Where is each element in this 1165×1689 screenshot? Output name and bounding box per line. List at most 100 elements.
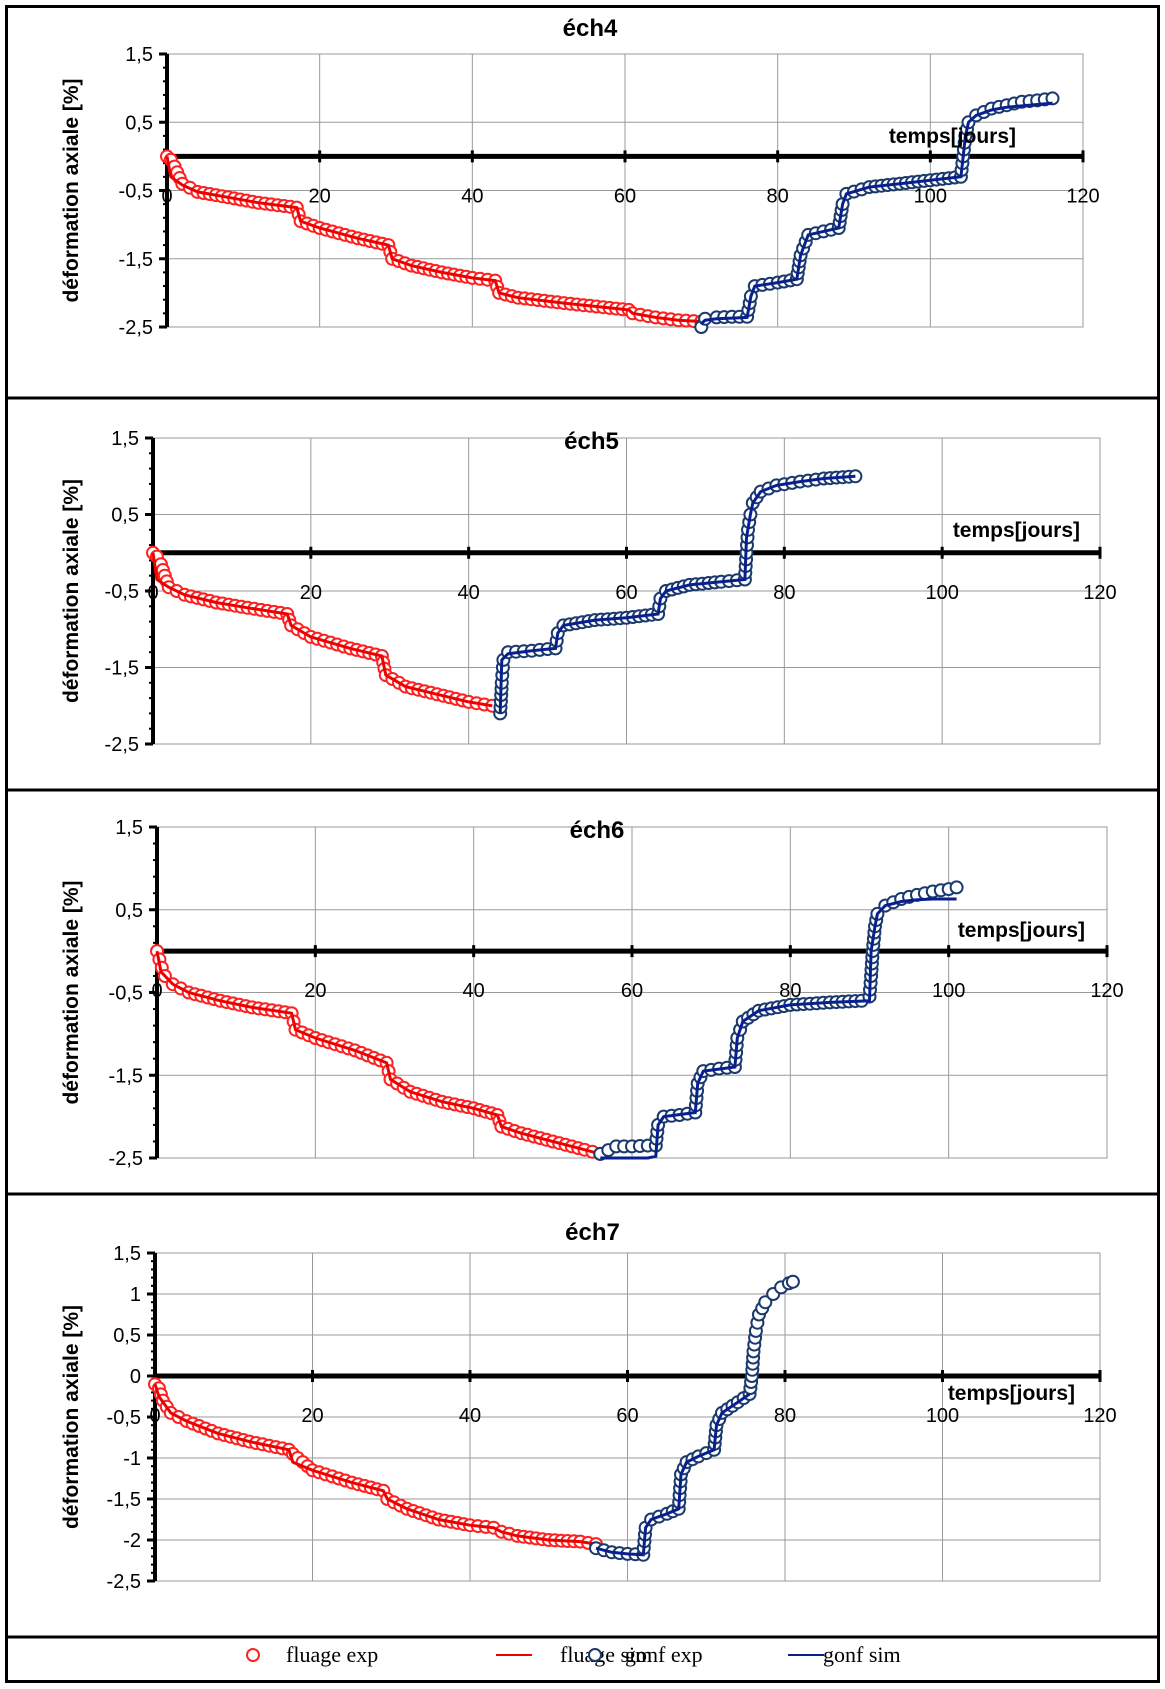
y-tick-label: -0,5 (119, 181, 153, 203)
x-tick-label: 20 (304, 980, 326, 1002)
legend-label: fluage exp (286, 1642, 378, 1667)
x-tick-label: 120 (1090, 980, 1123, 1002)
x-axis-label: temps[jours] (958, 919, 1085, 942)
x-tick-label: 40 (463, 980, 485, 1002)
x-tick-label: 20 (309, 185, 331, 207)
series-fluage_sim (151, 552, 493, 708)
x-axis-label: temps[jours] (948, 1382, 1075, 1405)
y-tick-label: -2,5 (105, 734, 139, 756)
x-tick-label: 0 (149, 1405, 160, 1427)
data-point-gonf_exp (758, 1295, 773, 1310)
series-fluage_sim (165, 156, 702, 323)
x-axis-label: temps[jours] (889, 125, 1016, 148)
legend-item-gonf_sim: gonf sim (788, 1642, 901, 1667)
series-line-fluage_sim (155, 950, 601, 1156)
series-fluage_sim (153, 1383, 597, 1546)
series-line-gonf_sim (595, 1392, 751, 1557)
x-axis-label: temps[jours] (953, 519, 1080, 542)
x-tick-label: 40 (458, 582, 480, 604)
series-gonf_sim (600, 897, 957, 1160)
y-tick-label: 1,5 (115, 817, 143, 839)
series-fluage_sim (155, 950, 601, 1156)
chart-panels: 1,50,5-0,5-1,5-2,50 20 40 60 80 100 120éch4tem… (60, 15, 1124, 1593)
legend-marker-circle (588, 1648, 602, 1662)
legend-label: fluage sim (560, 1642, 652, 1667)
y-axis-label: déformation axiale [%] (60, 78, 83, 302)
y-tick-label: -0,5 (105, 581, 139, 603)
y-tick-label: 1,5 (113, 1243, 141, 1265)
chart-panel-éch4: 1,5 0,5 -0,5 -1,5 -2,5 0 20 40 60 80 100 120 éch4 tem… (60, 15, 1100, 339)
x-tick-label: 100 (925, 582, 958, 604)
y-tick-label: 0,5 (111, 505, 139, 527)
series-line-fluage_sim (151, 552, 493, 708)
y-tick-label: -1,5 (119, 249, 153, 271)
y-tick-label: -2,5 (119, 317, 153, 339)
x-tick-label: 100 (926, 1405, 959, 1427)
series-gonf_sim (498, 474, 856, 714)
chart-title: éch5 (564, 428, 619, 455)
chart-title: éch4 (563, 15, 618, 42)
x-tick-label: 20 (301, 1405, 323, 1427)
y-tick-label: -2 (123, 1530, 141, 1552)
legend-label: gonf exp (625, 1642, 703, 1667)
legend-marker-circle (246, 1648, 260, 1662)
x-tick-label: 120 (1066, 185, 1099, 207)
x-tick-label: 80 (779, 980, 801, 1002)
x-tick-label: 40 (461, 185, 483, 207)
series-line-gonf_sim (600, 897, 957, 1160)
figure-border (5, 5, 1160, 1683)
y-tick-label: -1 (123, 1448, 141, 1470)
y-tick-label: 1,5 (125, 44, 153, 66)
legend-item-fluage_exp: fluage exp (246, 1642, 378, 1667)
x-tick-label: 0 (161, 185, 172, 207)
x-tick-label: 0 (151, 980, 162, 1002)
x-tick-label: 80 (773, 582, 795, 604)
x-tick-label: 120 (1083, 582, 1116, 604)
legend-item-fluage_sim: fluage sim (496, 1642, 652, 1667)
y-tick-label: 0,5 (113, 1325, 141, 1347)
y-tick-label: 0 (130, 1366, 141, 1388)
x-tick-label: 20 (300, 582, 322, 604)
y-tick-label: 0,5 (115, 900, 143, 922)
series-line-gonf_sim (498, 474, 856, 714)
y-tick-label: 1 (130, 1284, 141, 1306)
x-tick-label: 100 (932, 980, 965, 1002)
y-axis-label: déformation axiale [%] (60, 1305, 83, 1529)
y-axis-label: déformation axiale [%] (60, 479, 83, 703)
chart-title: éch6 (570, 817, 625, 844)
series-gonf_sim (595, 1392, 751, 1557)
chart-panel-éch5: 1,5 0,5 -0,5 -1,5 -2,5 0 20 40 60 80 100 120 éch5 tem… (60, 428, 1117, 756)
chart-panel-éch6: 1,5 0,5 -0,5 -1,5 -2,5 0 20 40 60 80 100 120 éch6 tem… (60, 817, 1124, 1170)
y-tick-label: -1,5 (109, 1065, 143, 1087)
y-tick-label: -2,5 (109, 1148, 143, 1170)
data-point-gonf_exp (785, 1274, 800, 1289)
chart-panel-éch7: 1,5 1 0,5 0 -0,5 -1 -1,5 -2 -2,5 0 20 40 60 80 100 120 é… (60, 1219, 1117, 1593)
x-tick-label: 40 (459, 1405, 481, 1427)
x-tick-label: 80 (767, 185, 789, 207)
y-tick-label: -1,5 (107, 1489, 141, 1511)
x-tick-label: 80 (774, 1405, 796, 1427)
x-tick-label: 60 (614, 185, 636, 207)
series-line-fluage_sim (165, 156, 702, 323)
legend-label: gonf sim (823, 1642, 901, 1667)
y-tick-label: -0,5 (107, 1407, 141, 1429)
y-tick-label: -1,5 (105, 658, 139, 680)
chart-title: éch7 (565, 1219, 620, 1246)
x-tick-label: 120 (1083, 1405, 1116, 1427)
y-tick-label: -2,5 (107, 1571, 141, 1593)
legend-item-gonf_exp: gonf exp (588, 1642, 703, 1667)
y-tick-label: -0,5 (109, 983, 143, 1005)
series-line-gonf_sim (700, 101, 1053, 325)
x-tick-label: 60 (615, 582, 637, 604)
y-tick-label: 0,5 (125, 112, 153, 134)
data-point-gonf_exp (949, 880, 964, 895)
x-tick-label: 0 (147, 582, 158, 604)
x-tick-label: 60 (621, 980, 643, 1002)
y-tick-label: 1,5 (111, 428, 139, 450)
x-tick-label: 60 (616, 1405, 638, 1427)
series-line-fluage_sim (153, 1383, 597, 1546)
x-tick-label: 100 (914, 185, 947, 207)
series-gonf_sim (700, 101, 1053, 325)
